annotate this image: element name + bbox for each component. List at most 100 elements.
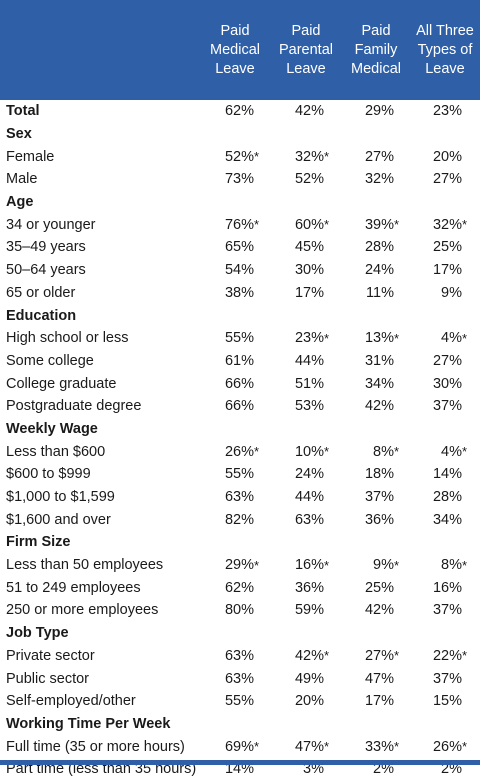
cell-value: 18% xyxy=(364,466,394,483)
cell-value: 4% xyxy=(441,330,462,347)
table-cell: 20% xyxy=(410,149,480,165)
table-cell: 51% xyxy=(270,376,342,392)
significance-marker: * xyxy=(394,557,400,573)
significance-marker: * xyxy=(254,217,260,233)
cell-value: 10% xyxy=(294,443,324,460)
cell-value: 73% xyxy=(224,171,254,188)
cell-value: 63% xyxy=(294,511,324,528)
row-label: Self-employed/other xyxy=(6,693,136,710)
table-row: Less than $600 26% * 10% * 8% * 4% * xyxy=(0,440,480,463)
table-row: $600 to $999 55% 24% 18% 14% xyxy=(0,463,480,486)
significance-marker: * xyxy=(462,557,468,573)
row-label: 50–64 years xyxy=(6,262,86,279)
row-label: 65 or older xyxy=(6,284,76,301)
table-cell: 24% xyxy=(342,262,410,278)
cell-value: 27% xyxy=(432,171,462,188)
table-cell: 59% xyxy=(270,602,342,618)
column-header-paid-medical-leave: Paid Medical Leave xyxy=(210,22,260,77)
table-cell: 62% xyxy=(200,103,270,119)
cell-value: 66% xyxy=(224,375,254,392)
table-cell: 66% xyxy=(200,398,270,414)
cell-value: 26% xyxy=(224,443,254,460)
cell-value: 25% xyxy=(432,239,462,256)
cell-value: 55% xyxy=(224,693,254,710)
cell-value: 53% xyxy=(294,398,324,415)
cell-value: 42% xyxy=(364,398,394,415)
cell-value: 54% xyxy=(224,262,254,279)
cell-value: 37% xyxy=(364,489,394,506)
cell-value: 34% xyxy=(432,511,462,528)
table-cell: 17% xyxy=(270,285,342,301)
cell-value: 37% xyxy=(432,670,462,687)
section-label: Education xyxy=(6,307,77,324)
table-row: Public sector 63% 49% 47% 37% xyxy=(0,667,480,690)
table-cell: 52% xyxy=(270,171,342,187)
table-cell: 11% xyxy=(342,285,410,301)
table-header: Paid Medical Leave Paid Parental Leave P… xyxy=(0,0,480,100)
section-header-row: Firm Size xyxy=(0,531,480,554)
table-cell: 33% * xyxy=(342,739,410,755)
table-cell: 18% xyxy=(342,466,410,482)
table-cell: 61% xyxy=(200,353,270,369)
significance-marker: * xyxy=(462,330,468,346)
cell-value: 42% xyxy=(294,647,324,664)
cell-value: 31% xyxy=(364,352,394,369)
table-cell: 54% xyxy=(200,262,270,278)
cell-value: 51% xyxy=(294,375,324,392)
table-cell: 31% xyxy=(342,353,410,369)
cell-value: 45% xyxy=(294,239,324,256)
table-cell: 8% * xyxy=(342,444,410,460)
table-row: Some college 61% 44% 31% 27% xyxy=(0,350,480,373)
cell-value: 66% xyxy=(224,398,254,415)
table-cell: 26% * xyxy=(200,444,270,460)
section-header-row: Working Time Per Week xyxy=(0,713,480,736)
table-cell: 24% xyxy=(270,466,342,482)
table-cell: 49% xyxy=(270,671,342,687)
table-cell: 34% xyxy=(410,512,480,528)
cell-value: 20% xyxy=(432,148,462,165)
cell-value: 47% xyxy=(294,738,324,755)
cell-value: 55% xyxy=(224,466,254,483)
significance-marker: * xyxy=(254,739,260,755)
cell-value: 8% xyxy=(441,557,462,574)
table-cell: 63% xyxy=(270,512,342,528)
table-cell: 29% xyxy=(342,103,410,119)
cell-value: 59% xyxy=(294,602,324,619)
cell-value: 32% xyxy=(294,148,324,165)
cell-value: 17% xyxy=(364,693,394,710)
table-cell: 37% xyxy=(410,398,480,414)
table-cell: 17% xyxy=(410,262,480,278)
cell-value: 61% xyxy=(224,352,254,369)
table-cell: 73% xyxy=(200,171,270,187)
row-label: Postgraduate degree xyxy=(6,398,142,415)
table-cell: 10% * xyxy=(270,444,342,460)
column-header-all-three-types: All Three Types of Leave xyxy=(416,22,474,77)
table-cell: 44% xyxy=(270,489,342,505)
table-cell: 4% * xyxy=(410,330,480,346)
table-cell: 44% xyxy=(270,353,342,369)
section-header-row: Sex xyxy=(0,123,480,146)
row-label: $600 to $999 xyxy=(6,466,91,483)
cell-value: 9% xyxy=(441,284,462,301)
table-row: High school or less 55% 23% * 13% * 4% * xyxy=(0,327,480,350)
significance-marker: * xyxy=(324,444,330,460)
table-cell: 20% xyxy=(270,693,342,709)
table-cell: 39% * xyxy=(342,217,410,233)
table-cell: 37% xyxy=(410,602,480,618)
cell-value: 28% xyxy=(432,489,462,506)
section-label: Age xyxy=(6,194,34,211)
cell-value: 76% xyxy=(224,216,254,233)
cell-value: 36% xyxy=(294,579,324,596)
table-row: College graduate 66% 51% 34% 30% xyxy=(0,372,480,395)
significance-marker: * xyxy=(324,330,330,346)
significance-marker: * xyxy=(394,217,400,233)
table-row: 250 or more employees 80% 59% 42% 37% xyxy=(0,599,480,622)
cell-value: 27% xyxy=(432,352,462,369)
row-label: $1,600 and over xyxy=(6,511,111,528)
significance-marker: * xyxy=(462,739,468,755)
cell-value: 14% xyxy=(432,466,462,483)
table-cell: 4% * xyxy=(410,444,480,460)
row-label: Less than 50 employees xyxy=(6,557,164,574)
table-row: Private sector 63% 42% * 27% * 22% * xyxy=(0,645,480,668)
section-label: Working Time Per Week xyxy=(6,715,171,732)
